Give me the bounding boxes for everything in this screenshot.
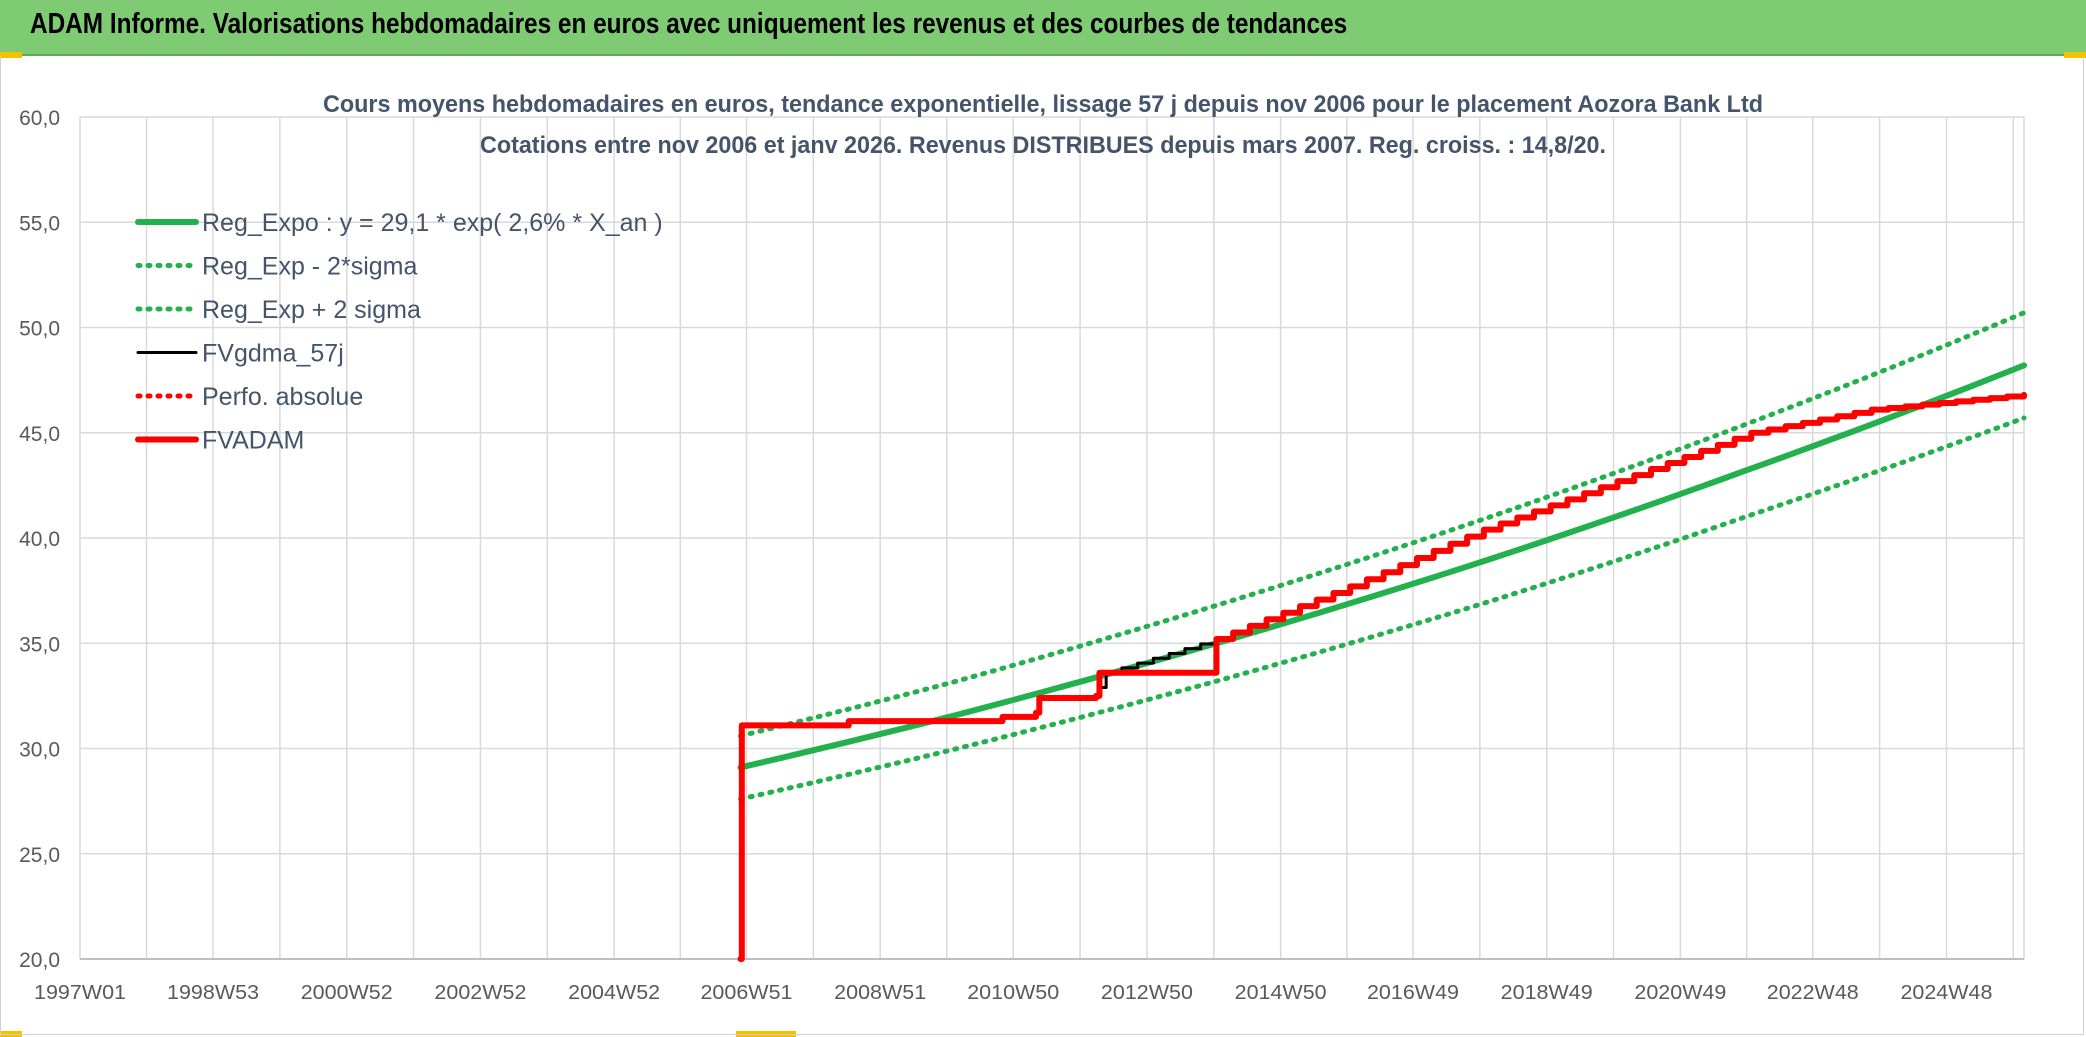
x-tick-label: 2004W52 <box>568 982 660 1004</box>
legend-label: FVgdma_57j <box>202 340 344 368</box>
grid-lines <box>79 116 2025 960</box>
legend-label: FVADAM <box>202 427 304 455</box>
series-line-3 <box>738 393 2026 961</box>
x-tick-label: 2014W50 <box>1235 982 1327 1004</box>
series-line-1 <box>737 415 2027 802</box>
x-tick-label: 2020W49 <box>1634 982 1726 1004</box>
chart-subtitle: Cotations entre nov 2006 et janv 2026. R… <box>480 132 1606 159</box>
x-tick-label: 2016W49 <box>1367 982 1459 1004</box>
x-tick-label: 2000W52 <box>301 982 393 1004</box>
series-line-0 <box>737 362 2027 771</box>
chart-title: Cours moyens hebdomadaires en euros, ten… <box>323 91 1763 118</box>
x-tick-label: 2006W51 <box>700 982 792 1004</box>
series-line-5 <box>737 391 2027 962</box>
y-tick-label: 35,0 <box>19 633 60 656</box>
y-tick-label: 20,0 <box>19 949 60 972</box>
legend-label: Reg_Exp + 2 sigma <box>202 296 421 324</box>
axes: 60,0 55,0 50,0 45,0 40,0 35,0 30,0 25,0 20,0 1997… <box>19 107 2024 1004</box>
chart-frame <box>0 56 2084 1035</box>
x-tick-label: 2010W50 <box>967 982 1059 1004</box>
legend-label: Perfo. absolue <box>202 383 363 411</box>
corner-mark-left <box>0 52 22 58</box>
report-title: ADAM Informe. Valorisations hebdomadaire… <box>30 8 1348 40</box>
y-tick-label: 45,0 <box>19 423 60 446</box>
legend-label: Reg_Expo : y = 29,1 * exp( 2,6% * X_an ) <box>202 209 663 237</box>
series-layer <box>737 310 2027 962</box>
x-tick-label: 1997W01 <box>34 982 126 1004</box>
y-tick-label: 60,0 <box>19 107 60 130</box>
x-tick-label: 2002W52 <box>434 982 526 1004</box>
series-line-4 <box>737 392 2027 962</box>
x-tick-label: 1998W53 <box>167 982 259 1004</box>
report-banner: ADAM Informe. Valorisations hebdomadaire… <box>0 0 2086 56</box>
x-tick-label: 2022W48 <box>1767 982 1859 1004</box>
y-tick-label: 55,0 <box>19 212 60 235</box>
chart-legend: Reg_Expo : y = 29,1 * exp( 2,6% * X_an )… <box>135 209 663 455</box>
x-tick-label: 2024W48 <box>1900 982 1992 1004</box>
y-tick-label: 50,0 <box>19 318 60 341</box>
x-tick-label: 2012W50 <box>1101 982 1193 1004</box>
corner-mark-right <box>2064 52 2086 58</box>
series-line-2 <box>737 310 2027 739</box>
x-tick-label: 2008W51 <box>834 982 926 1004</box>
y-tick-label: 25,0 <box>19 844 60 867</box>
x-tick-label: 2018W49 <box>1501 982 1593 1004</box>
legend-label: Reg_Exp - 2*sigma <box>202 253 417 281</box>
y-tick-label: 40,0 <box>19 528 60 551</box>
y-tick-label: 30,0 <box>19 739 60 762</box>
